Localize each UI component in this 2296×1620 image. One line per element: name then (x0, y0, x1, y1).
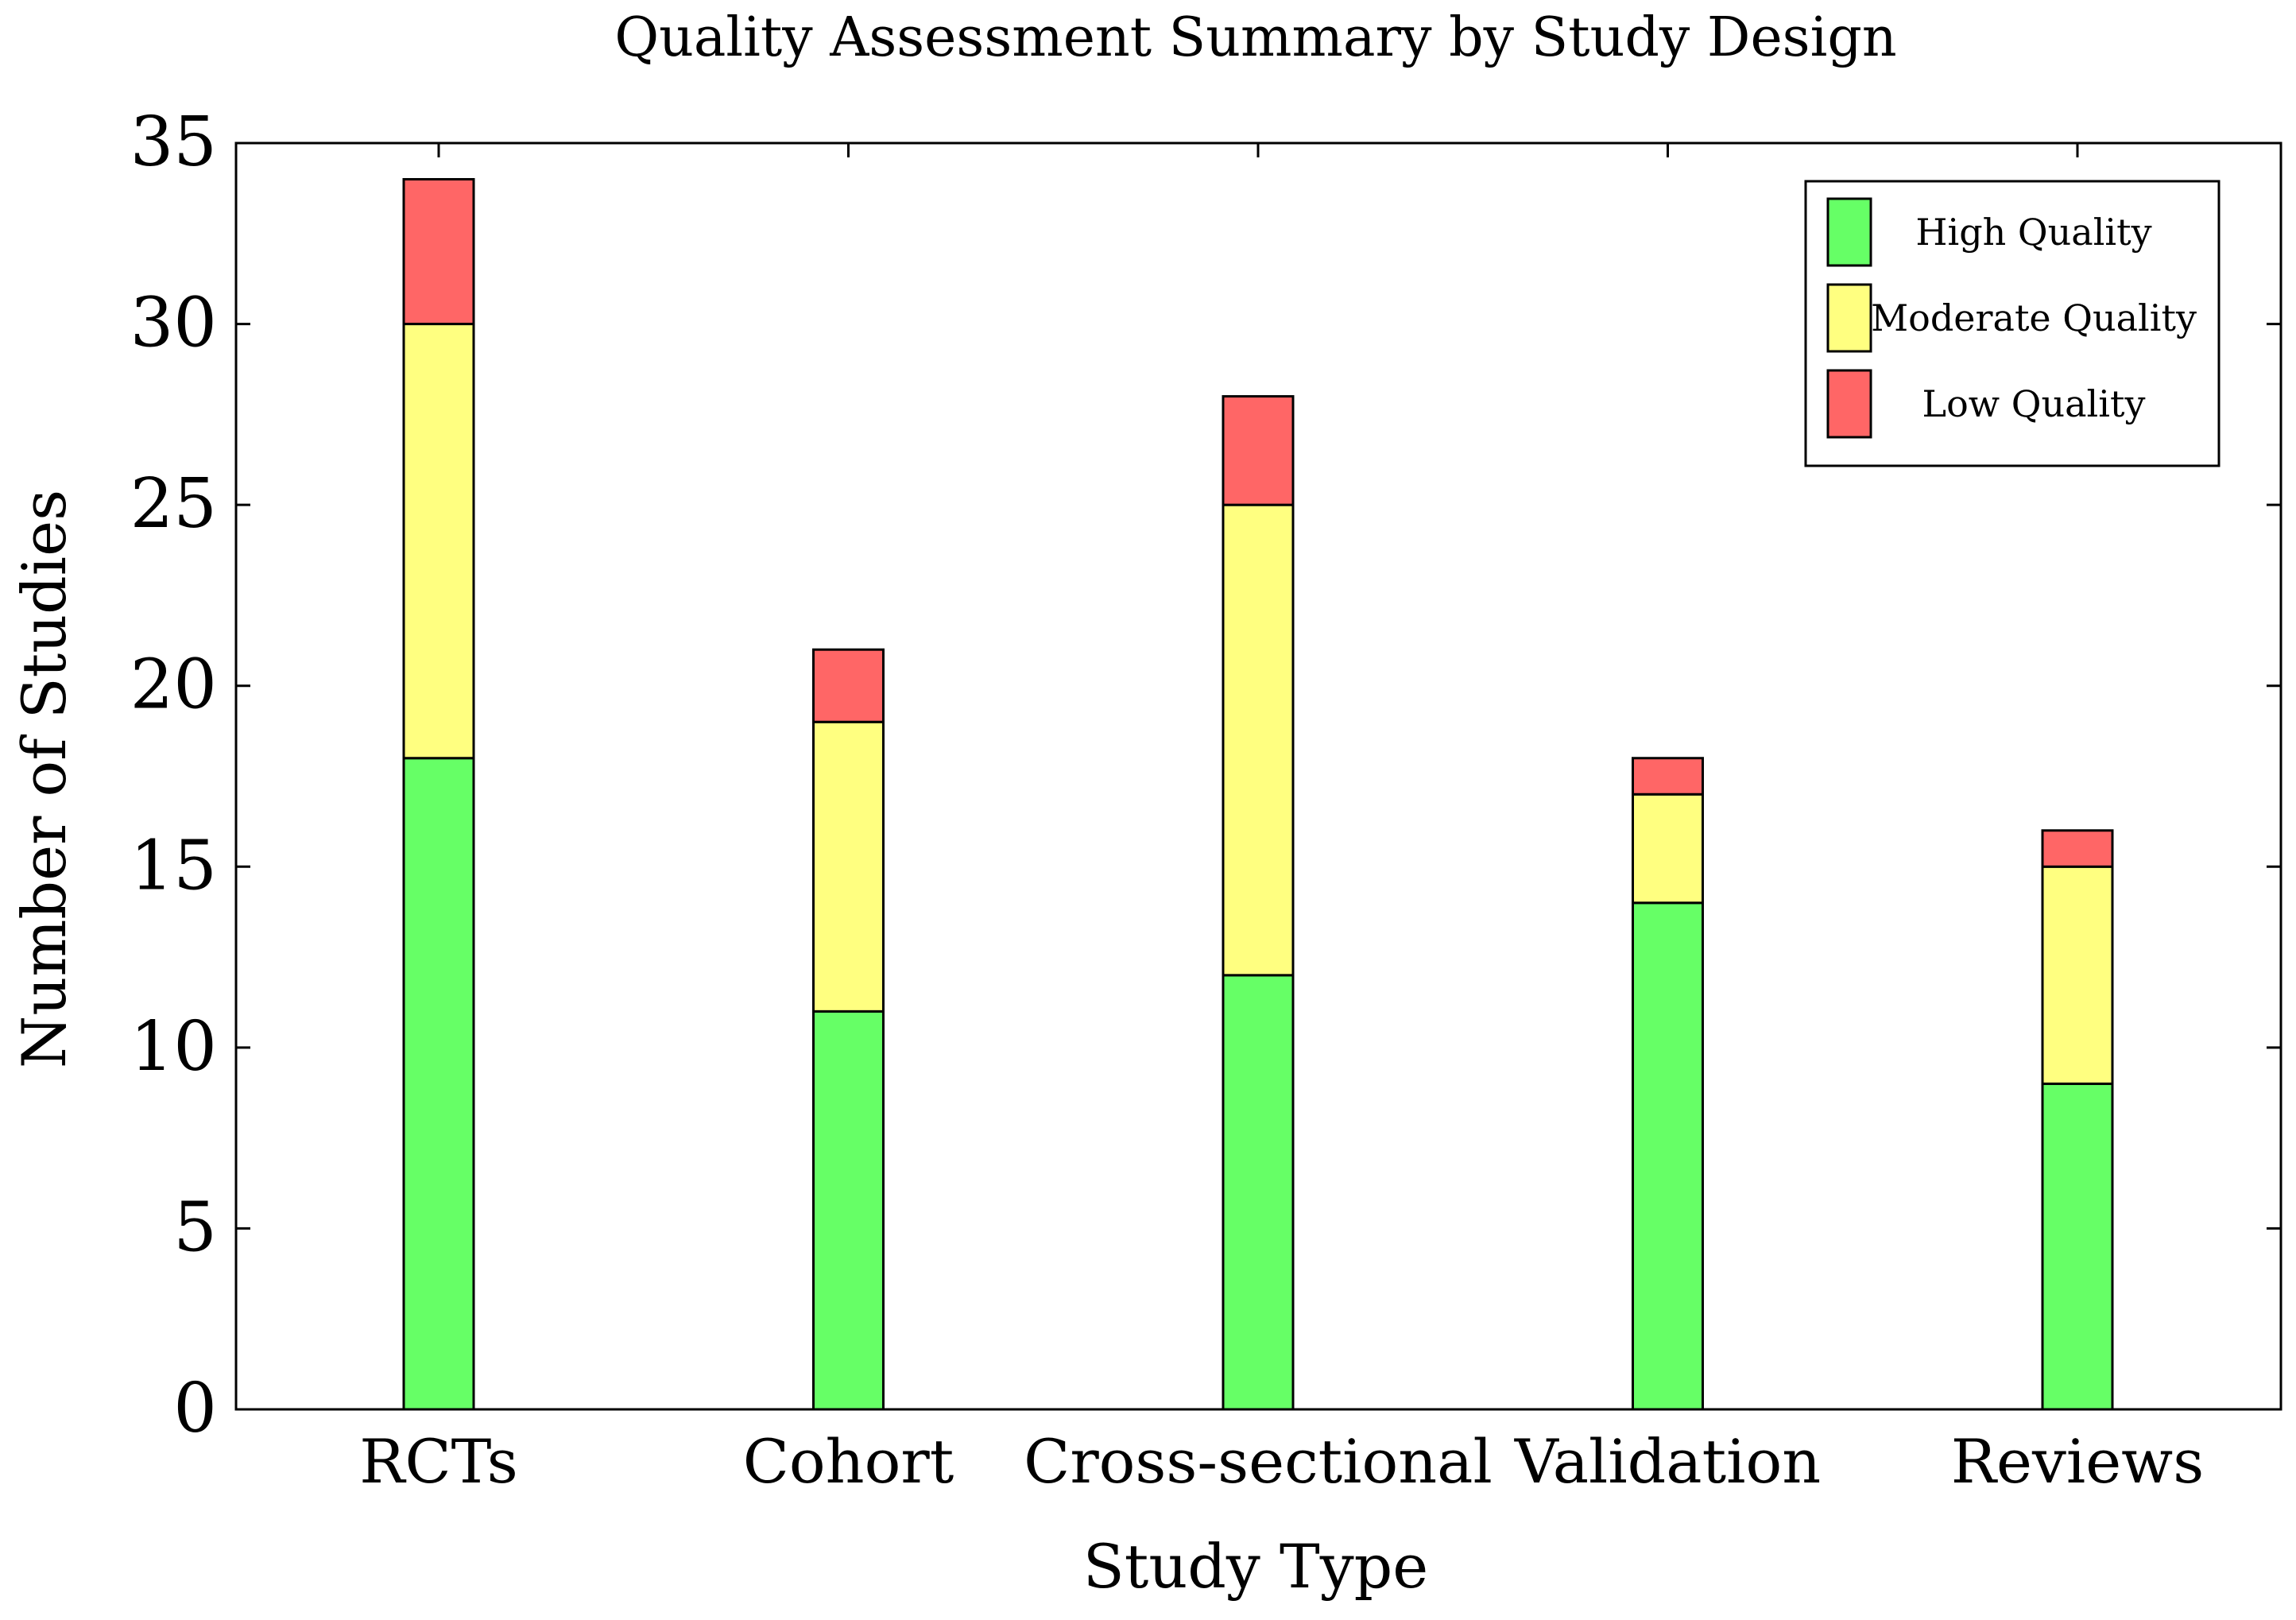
y-tick-label: 15 (130, 826, 217, 905)
legend: High Quality Moderate Quality Low Quality (1804, 180, 2220, 467)
legend-swatch-high-quality (1826, 197, 1872, 267)
legend-label-moderate-quality: Moderate Quality (1871, 296, 2197, 339)
legend-label-low-quality: Low Quality (1922, 382, 2146, 425)
bar-cross-sectional-high-quality (1222, 974, 1295, 1411)
y-tick-label: 20 (130, 645, 217, 725)
bar-cohort-high-quality (812, 1010, 885, 1411)
bar-rcts-high-quality (402, 757, 475, 1411)
bar-validation-moderate-quality (1632, 793, 1704, 905)
bar-cross-sectional-low-quality (1222, 395, 1295, 506)
bar-validation-high-quality (1632, 901, 1704, 1411)
x-tick-label-reviews: Reviews (1951, 1426, 2204, 1497)
legend-label-high-quality: High Quality (1915, 211, 2151, 254)
chart-title: Quality Assessment Summary by Study Desi… (614, 6, 1896, 69)
legend-box (1804, 180, 2220, 467)
bar-validation-low-quality (1632, 757, 1704, 796)
y-tick-label: 25 (130, 464, 217, 544)
y-tick-label: 35 (130, 103, 217, 182)
plot-area: 0 5 10 15 20 25 30 35 RCTs Cohort Cross-sectional V… (130, 103, 2282, 1497)
bar-reviews-moderate-quality (2041, 865, 2114, 1085)
x-axis-label: Study Type (1083, 1531, 1429, 1602)
bar-cross-sectional-moderate-quality (1222, 503, 1295, 977)
y-tick-label: 0 (173, 1369, 217, 1448)
y-tick-label: 5 (173, 1188, 217, 1267)
x-tick-label-rcts: RCTs (359, 1426, 518, 1497)
y-tick-label: 10 (130, 1007, 217, 1087)
bar-rcts-low-quality (402, 178, 475, 326)
y-tick-label: 30 (130, 284, 217, 363)
bar-rcts-moderate-quality (402, 323, 475, 760)
legend-swatch-moderate-quality (1826, 283, 1872, 353)
x-tick-label-cohort: Cohort (743, 1426, 954, 1497)
bar-reviews-low-quality (2041, 829, 2114, 868)
legend-swatch-low-quality (1826, 369, 1872, 439)
x-tick-label-validation: Validation (1514, 1426, 1821, 1497)
bar-cohort-moderate-quality (812, 720, 885, 1013)
x-tick-label-cross-sectional: Cross-sectional (1024, 1426, 1493, 1497)
bar-reviews-high-quality (2041, 1082, 2114, 1411)
bar-cohort-low-quality (812, 648, 885, 723)
y-axis-label: Number of Studies (9, 490, 79, 1068)
